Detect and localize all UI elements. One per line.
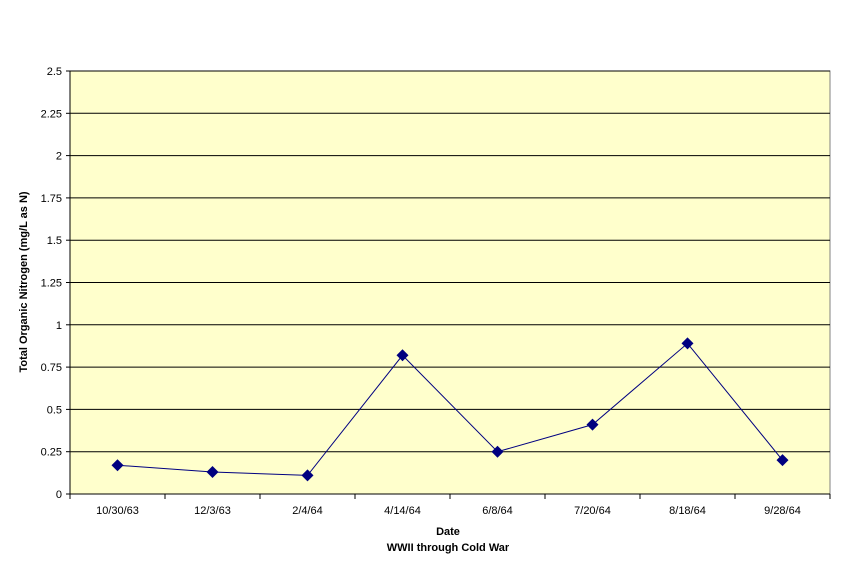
data-point-marker (586, 418, 599, 431)
x-tick-label: 10/30/63 (96, 505, 139, 517)
x-tick-label: 6/8/64 (482, 505, 513, 517)
data-point-marker (396, 349, 409, 362)
gridlines (66, 70, 830, 495)
y-tick-label: 1.5 (47, 235, 62, 247)
y-tick-label: 0.25 (41, 447, 62, 459)
data-point-marker (776, 454, 789, 467)
data-point-marker (111, 459, 124, 472)
series-markers (111, 337, 789, 482)
y-tick-label: 2 (56, 151, 62, 163)
x-axis-title: Date (436, 526, 460, 538)
y-tick-label: 2.5 (47, 66, 62, 78)
y-axis-title: Total Organic Nitrogen (mg/L as N) (18, 191, 30, 372)
x-axis-subtitle: WWII through Cold War (387, 542, 510, 554)
data-point-marker (491, 445, 504, 458)
data-point-marker (301, 469, 314, 482)
data-point-marker (681, 337, 694, 350)
x-tick-label: 8/18/64 (669, 505, 706, 517)
x-tick-label: 7/20/64 (574, 505, 611, 517)
y-tick-label: 1 (56, 320, 62, 332)
y-tick-label: 0.75 (41, 362, 62, 374)
x-tick-labels: 10/30/63 12/3/63 2/4/64 4/14/64 6/8/64 7/20/6… (96, 505, 801, 517)
y-tick-label: 2.25 (41, 108, 62, 120)
x-tick-label: 2/4/64 (292, 505, 323, 517)
y-tick-label: 0 (56, 489, 62, 501)
y-tick-label: 1.75 (41, 193, 62, 205)
x-tick-label: 12/3/63 (194, 505, 231, 517)
x-tick-label: 9/28/64 (764, 505, 801, 517)
series-line (117, 342, 783, 476)
data-point-marker (206, 466, 219, 479)
x-tick-marks (69, 494, 831, 499)
y-tick-label: 1.25 (41, 278, 62, 290)
y-tick-labels: 0 0.25 0.5 0.75 1 1.25 1.5 1.75 2 2.25 2.5 (41, 66, 62, 501)
y-tick-label: 0.5 (47, 404, 62, 416)
x-tick-label: 4/14/64 (384, 505, 421, 517)
